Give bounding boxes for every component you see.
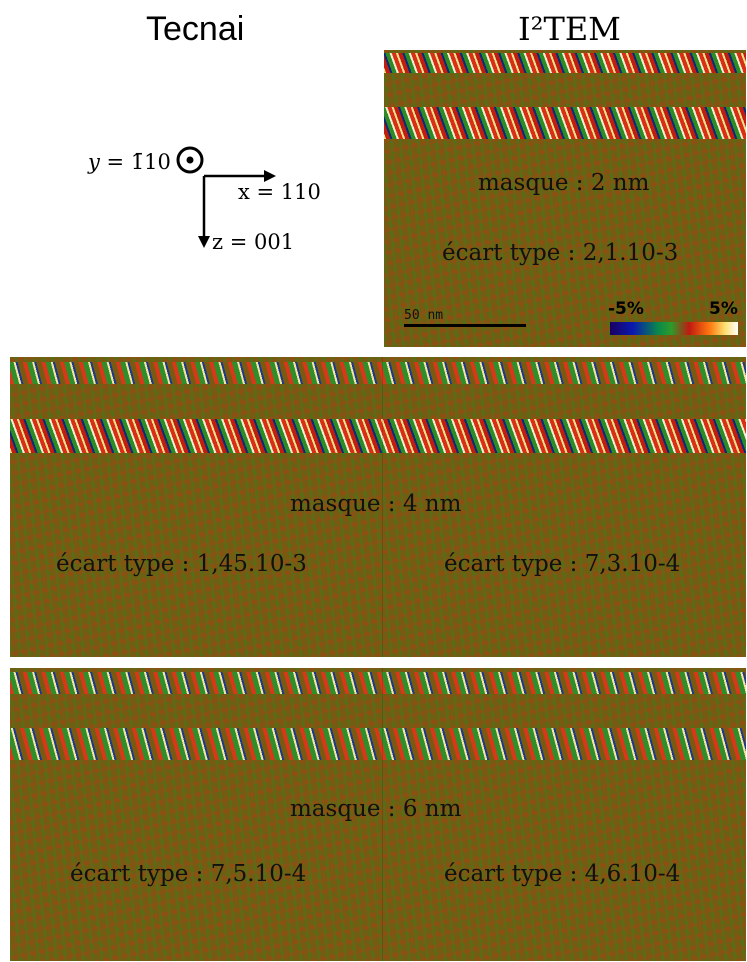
panel-divider-mid xyxy=(382,357,383,657)
mask-label-bottom: masque : 6 nm xyxy=(290,796,462,822)
panel-divider-bottom xyxy=(382,668,383,961)
interface-band-mid xyxy=(384,107,746,139)
interface-band-mid-1 xyxy=(10,362,746,384)
out-of-plane-dot-icon xyxy=(186,156,194,164)
mask-label-mid: masque : 4 nm xyxy=(290,491,462,517)
interface-band-bottom-2 xyxy=(10,728,746,760)
strain-map-top: masque : 2 nm écart type : 2,1.10-3 50 n… xyxy=(384,50,746,347)
std-label-mid-right: écart type : 7,3.10-4 xyxy=(444,551,681,577)
x-axis-label: x = 110 xyxy=(238,180,321,204)
out-of-plane-icon xyxy=(176,146,204,174)
colorbar-min-label: -5% xyxy=(608,299,644,319)
header-tecnai: Tecnai xyxy=(146,10,245,48)
interface-band-top xyxy=(384,53,746,73)
header-i2tem-text: I²TEM xyxy=(518,10,621,48)
z-axis-arrowhead-icon xyxy=(198,236,210,248)
y-label-value: 1̄10 xyxy=(130,150,171,174)
y-axis-label: y = 1̄10 xyxy=(88,150,171,174)
std-label-top: écart type : 2,1.10-3 xyxy=(442,240,679,266)
x-axis-arrowhead-icon xyxy=(264,170,276,182)
axes-arrows-svg xyxy=(176,146,276,248)
colorbar-max-label: 5% xyxy=(709,299,738,319)
std-label-bottom-right: écart type : 4,6.10-4 xyxy=(444,861,681,887)
z-axis-label: z = 001 xyxy=(212,230,295,254)
std-label-bottom-left: écart type : 7,5.10-4 xyxy=(70,861,307,887)
colorbar xyxy=(610,322,738,335)
strain-map-mid: masque : 4 nm écart type : 1,45.10-3 éca… xyxy=(10,357,746,657)
axes-diagram: y = 1̄10 x = 110 z = 001 xyxy=(80,140,360,260)
strain-map-bottom: masque : 6 nm écart type : 7,5.10-4 écar… xyxy=(10,668,746,961)
mask-label-top: masque : 2 nm xyxy=(478,170,650,196)
interface-band-mid-2 xyxy=(10,419,746,453)
interface-band-bottom-1 xyxy=(10,672,746,694)
y-label-prefix: y = xyxy=(88,150,131,174)
scale-bar xyxy=(404,324,526,327)
header-i2tem: I²TEM xyxy=(518,10,621,48)
std-label-mid-left: écart type : 1,45.10-3 xyxy=(56,551,307,577)
scale-bar-label: 50 nm xyxy=(404,308,444,323)
